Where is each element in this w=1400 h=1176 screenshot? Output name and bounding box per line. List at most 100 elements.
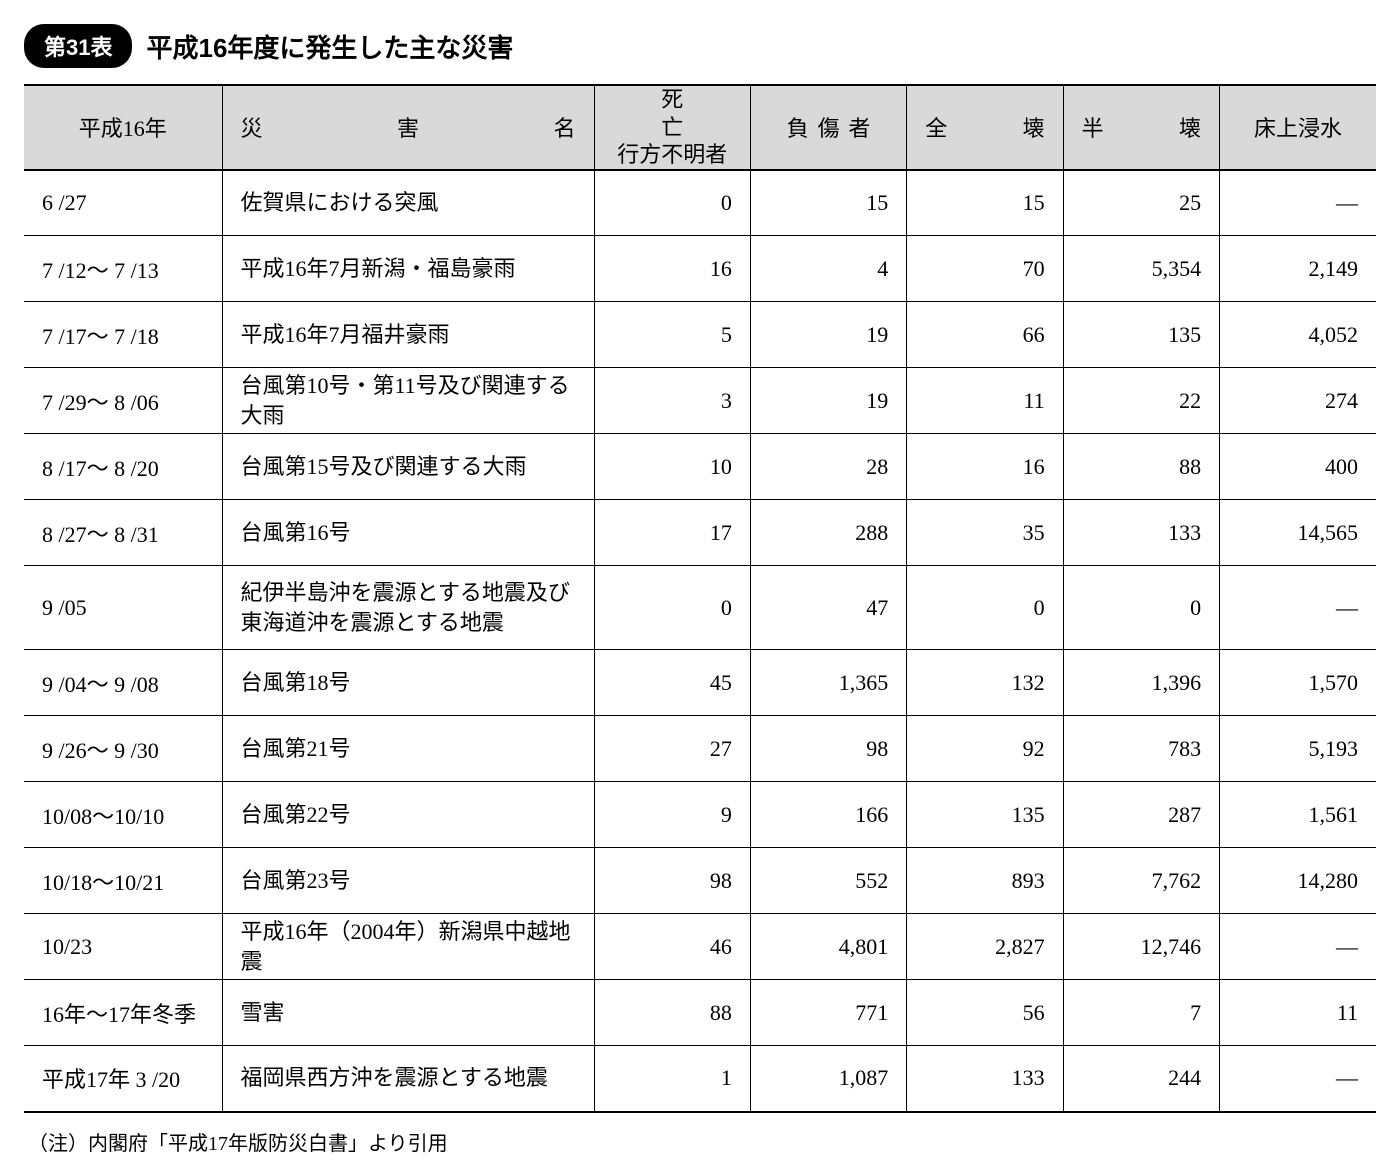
cell-deaths: 98: [594, 848, 750, 914]
cell-period: 9 /05: [24, 566, 222, 650]
cell-deaths: 5: [594, 302, 750, 368]
cell-name: 台風第10号・第11号及び関連する大雨: [222, 368, 594, 434]
cell-period: 10/23: [24, 914, 222, 980]
cell-half-destroyed: 244: [1063, 1046, 1219, 1112]
cell-flood: ―: [1220, 170, 1376, 236]
cell-destroyed: 35: [907, 500, 1063, 566]
cell-flood: 14,280: [1220, 848, 1376, 914]
cell-injured: 288: [750, 500, 906, 566]
table-row: 8 /27～ 8 /31台風第16号172883513314,565: [24, 500, 1376, 566]
cell-name: 台風第22号: [222, 782, 594, 848]
cell-flood: 11: [1220, 980, 1376, 1046]
cell-flood: 4,052: [1220, 302, 1376, 368]
cell-half-destroyed: 783: [1063, 716, 1219, 782]
col-header-period: 平成16年: [24, 85, 222, 170]
cell-destroyed: 133: [907, 1046, 1063, 1112]
cell-name: 平成16年7月新潟・福島豪雨: [222, 236, 594, 302]
cell-deaths: 3: [594, 368, 750, 434]
cell-name: 佐賀県における突風: [222, 170, 594, 236]
cell-injured: 4,801: [750, 914, 906, 980]
cell-deaths: 27: [594, 716, 750, 782]
cell-injured: 47: [750, 566, 906, 650]
cell-deaths: 10: [594, 434, 750, 500]
cell-destroyed: 135: [907, 782, 1063, 848]
table-header-row: 平成16年 災 害 名 死 亡 行方不明者 負 傷 者: [24, 85, 1376, 170]
cell-destroyed: 70: [907, 236, 1063, 302]
cell-name: 台風第18号: [222, 650, 594, 716]
cell-half-destroyed: 133: [1063, 500, 1219, 566]
cell-half-destroyed: 7: [1063, 980, 1219, 1046]
cell-injured: 771: [750, 980, 906, 1046]
cell-destroyed: 132: [907, 650, 1063, 716]
cell-destroyed: 893: [907, 848, 1063, 914]
table-row: 16年～17年冬季雪害8877156711: [24, 980, 1376, 1046]
cell-destroyed: 15: [907, 170, 1063, 236]
cell-injured: 1,087: [750, 1046, 906, 1112]
cell-flood: ―: [1220, 566, 1376, 650]
col-header-name: 災 害 名: [222, 85, 594, 170]
col-header-destroyed: 全 壊: [907, 85, 1063, 170]
cell-period: 16年～17年冬季: [24, 980, 222, 1046]
cell-destroyed: 16: [907, 434, 1063, 500]
cell-period: 8 /27～ 8 /31: [24, 500, 222, 566]
cell-injured: 166: [750, 782, 906, 848]
cell-half-destroyed: 5,354: [1063, 236, 1219, 302]
cell-period: 7 /12～ 7 /13: [24, 236, 222, 302]
cell-half-destroyed: 12,746: [1063, 914, 1219, 980]
table-row: 9 /26～ 9 /30台風第21号2798927835,193: [24, 716, 1376, 782]
cell-flood: 1,561: [1220, 782, 1376, 848]
cell-deaths: 16: [594, 236, 750, 302]
cell-name: 台風第21号: [222, 716, 594, 782]
table-row: 平成17年 3 /20福岡県西方沖を震源とする地震11,087133244―: [24, 1046, 1376, 1112]
cell-half-destroyed: 1,396: [1063, 650, 1219, 716]
cell-deaths: 0: [594, 566, 750, 650]
cell-half-destroyed: 135: [1063, 302, 1219, 368]
cell-name: 台風第16号: [222, 500, 594, 566]
cell-flood: 2,149: [1220, 236, 1376, 302]
cell-period: 7 /17～ 7 /18: [24, 302, 222, 368]
table-row: 7 /29～ 8 /06台風第10号・第11号及び関連する大雨319112227…: [24, 368, 1376, 434]
cell-period: 9 /26～ 9 /30: [24, 716, 222, 782]
cell-destroyed: 92: [907, 716, 1063, 782]
table-row: 8 /17～ 8 /20台風第15号及び関連する大雨10281688400: [24, 434, 1376, 500]
cell-period: 8 /17～ 8 /20: [24, 434, 222, 500]
disaster-table: 平成16年 災 害 名 死 亡 行方不明者 負 傷 者: [24, 84, 1376, 1113]
cell-flood: 5,193: [1220, 716, 1376, 782]
cell-half-destroyed: 287: [1063, 782, 1219, 848]
cell-name: 雪害: [222, 980, 594, 1046]
cell-destroyed: 2,827: [907, 914, 1063, 980]
cell-injured: 552: [750, 848, 906, 914]
table-row: 6 /27佐賀県における突風0151525―: [24, 170, 1376, 236]
cell-period: 9 /04～ 9 /08: [24, 650, 222, 716]
cell-period: 10/08～10/10: [24, 782, 222, 848]
cell-period: 平成17年 3 /20: [24, 1046, 222, 1112]
cell-name: 紀伊半島沖を震源とする地震及び東海道沖を震源とする地震: [222, 566, 594, 650]
table-row: 10/23平成16年（2004年）新潟県中越地震464,8012,82712,7…: [24, 914, 1376, 980]
cell-period: 7 /29～ 8 /06: [24, 368, 222, 434]
table-footnote: （注）内閣府「平成17年版防災白書」より引用: [24, 1127, 1376, 1156]
cell-destroyed: 66: [907, 302, 1063, 368]
cell-flood: ―: [1220, 914, 1376, 980]
cell-name: 台風第23号: [222, 848, 594, 914]
cell-injured: 19: [750, 302, 906, 368]
cell-half-destroyed: 7,762: [1063, 848, 1219, 914]
cell-half-destroyed: 22: [1063, 368, 1219, 434]
cell-deaths: 46: [594, 914, 750, 980]
col-header-half-destroyed: 半 壊: [1063, 85, 1219, 170]
col-header-flood: 床上浸水: [1220, 85, 1376, 170]
cell-half-destroyed: 88: [1063, 434, 1219, 500]
cell-name: 福岡県西方沖を震源とする地震: [222, 1046, 594, 1112]
cell-destroyed: 11: [907, 368, 1063, 434]
cell-injured: 28: [750, 434, 906, 500]
cell-name: 平成16年（2004年）新潟県中越地震: [222, 914, 594, 980]
cell-deaths: 88: [594, 980, 750, 1046]
cell-injured: 4: [750, 236, 906, 302]
table-title: 平成16年度に発生した主な災害: [146, 28, 513, 65]
cell-injured: 98: [750, 716, 906, 782]
table-caption: 第31表 平成16年度に発生した主な災害: [24, 24, 1376, 68]
col-header-injured: 負 傷 者: [750, 85, 906, 170]
cell-destroyed: 0: [907, 566, 1063, 650]
cell-half-destroyed: 0: [1063, 566, 1219, 650]
table-row: 9 /05紀伊半島沖を震源とする地震及び東海道沖を震源とする地震04700―: [24, 566, 1376, 650]
cell-flood: 274: [1220, 368, 1376, 434]
